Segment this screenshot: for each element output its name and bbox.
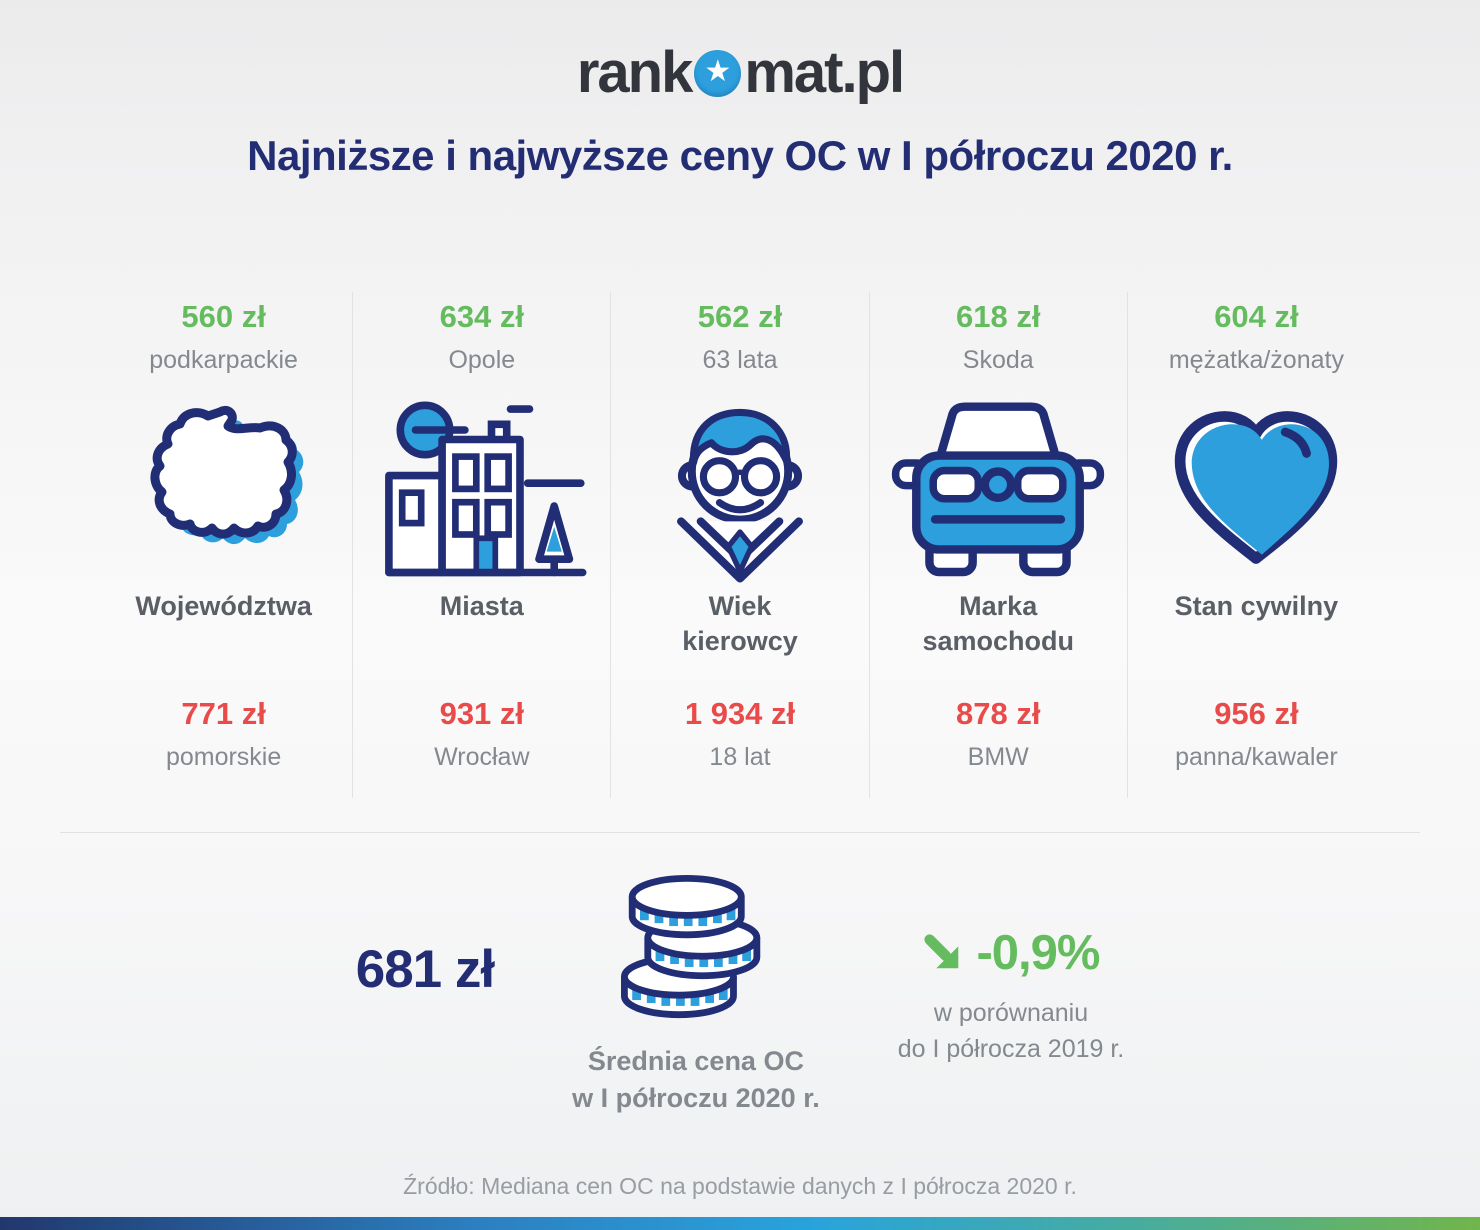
category-column-marka-samochodu: 618 zł Skoda Marka samochodu 878 zł BMW xyxy=(870,292,1128,799)
change-block: -0,9% w porównaniu do I półrocza 2019 r. xyxy=(898,925,1125,1068)
highest-price-label: Wrocław xyxy=(434,743,530,772)
section-divider xyxy=(60,832,1420,834)
average-price: 681 zł xyxy=(355,940,495,1000)
summary-section: 681 zł xyxy=(0,867,1480,1116)
lowest-price: 562 zł xyxy=(697,299,783,334)
lowest-price-label: Skoda xyxy=(962,346,1034,375)
driver-face-icon xyxy=(611,389,868,585)
highest-price: 931 zł xyxy=(439,696,525,732)
category-name: Województwa xyxy=(135,591,312,622)
logo-text-suffix: mat.pl xyxy=(744,40,905,105)
car-front-icon xyxy=(870,389,1127,585)
average-price-caption: Średnia cena OC w I półroczu 2020 r. xyxy=(572,1046,820,1113)
lowest-price-label: Opole xyxy=(448,346,516,375)
highest-price: 878 zł xyxy=(955,696,1041,732)
highest-price: 771 zł xyxy=(181,696,266,732)
categories-grid: 560 zł podkarpackie Województwa 771 zł p… xyxy=(95,292,1385,799)
lowest-price: 604 zł xyxy=(1214,299,1299,334)
heart-icon xyxy=(1128,389,1385,585)
city-buildings-icon xyxy=(353,389,610,585)
logo: rank ★ mat.pl xyxy=(0,0,1480,102)
comparison-caption: w porównaniu do I półrocza 2019 r. xyxy=(897,999,1125,1064)
arrow-down-right-icon xyxy=(922,932,964,974)
highest-price: 956 zł xyxy=(1214,696,1299,732)
page-title: Najniższe i najwyższe ceny OC w I półroc… xyxy=(247,132,1233,179)
source-note: Źródło: Mediana cen OC na podstawie dany… xyxy=(403,1173,1077,1199)
category-name: Stan cywilny xyxy=(1174,591,1339,622)
poland-map-icon xyxy=(95,389,352,585)
highest-price-label: pomorskie xyxy=(165,743,282,772)
lowest-price-label: mężatka/żonaty xyxy=(1168,346,1344,375)
highest-price: 1 934 zł xyxy=(684,696,796,732)
category-column-miasta: 634 zł Opole Mi xyxy=(353,292,612,799)
category-column-wojewodztwa: 560 zł podkarpackie Województwa 771 zł p… xyxy=(95,292,354,799)
lowest-price-label: podkarpackie xyxy=(149,346,298,375)
bottom-gradient-bar xyxy=(0,1217,1480,1230)
category-column-stan-cywilny: 604 zł mężatka/żonaty Stan cywilny 956 z… xyxy=(1128,292,1385,798)
lowest-price: 634 zł xyxy=(439,299,525,334)
logo-text-prefix: rank xyxy=(576,40,694,105)
highest-price-label: panna/kawaler xyxy=(1175,743,1338,772)
highest-price-label: BMW xyxy=(967,743,1029,772)
logo-star-icon: ★ xyxy=(694,49,742,97)
lowest-price: 618 zł xyxy=(955,299,1041,334)
coins-icon xyxy=(603,867,788,1027)
category-name: Marka samochodu xyxy=(922,591,1074,657)
lowest-price: 560 zł xyxy=(181,299,266,334)
highest-price-label: 18 lat xyxy=(709,743,771,772)
lowest-price-label: 63 lata xyxy=(702,346,778,375)
average-price-block: Średnia cena OC w I półroczu 2020 r. xyxy=(572,867,820,1116)
category-column-wiek-kierowcy: 562 zł 63 lata Wiek kierowcy 1 934 zł 18… xyxy=(611,292,870,799)
change-percentage: -0,9% xyxy=(976,926,1100,981)
category-name: Wiek kierowcy xyxy=(682,591,798,657)
category-name: Miasta xyxy=(439,591,524,622)
